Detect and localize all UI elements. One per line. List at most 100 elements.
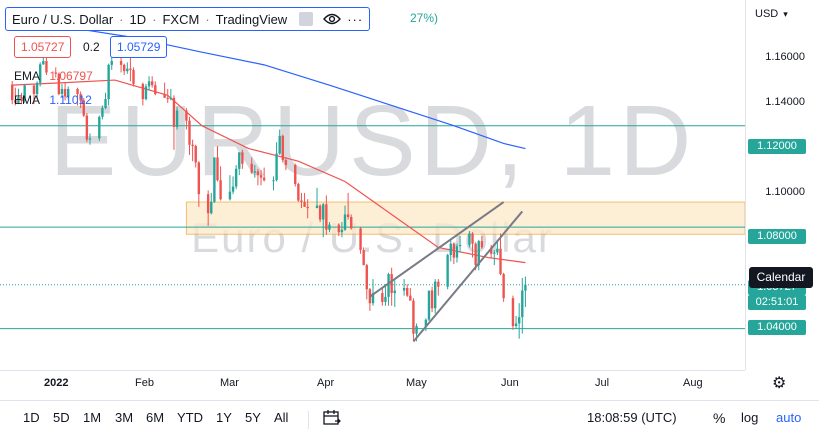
candle-body: [499, 248, 502, 275]
candle-body: [412, 300, 415, 334]
price-axis[interactable]: 1.16000 1.14000 1.10000 1.12000 1.08000 …: [745, 0, 819, 370]
range-button-5y[interactable]: 5Y: [245, 410, 261, 425]
time-axis[interactable]: 2022 Feb Mar Apr May Jun Jul Aug: [0, 370, 745, 397]
eye-icon[interactable]: [323, 13, 342, 25]
time-label: Mar: [220, 377, 239, 389]
candle-body: [452, 243, 456, 258]
range-button-all[interactable]: All: [274, 410, 289, 425]
candle-body: [35, 82, 39, 95]
candle-body: [318, 205, 322, 220]
candle-body: [241, 152, 244, 164]
range-button-ytd[interactable]: YTD: [177, 410, 203, 425]
candle-body: [63, 88, 67, 97]
ema-fast-line: [12, 79, 526, 264]
candle-body: [210, 201, 213, 214]
candle-body: [17, 97, 20, 103]
percent-scale-toggle[interactable]: %: [713, 410, 726, 426]
candle-body: [281, 135, 285, 160]
candle-body: [511, 298, 515, 327]
price-tick: 1.10000: [765, 186, 805, 198]
candle-body: [337, 224, 340, 233]
candle-body: [206, 194, 210, 214]
legend-status-square: [299, 12, 314, 26]
ask-price-box: 1.05729: [110, 36, 168, 58]
candle-body: [384, 296, 387, 302]
candle-body: [132, 69, 135, 84]
candle-body: [455, 246, 459, 258]
auto-scale-toggle[interactable]: auto: [776, 410, 802, 425]
separator-dot: ·: [152, 11, 157, 27]
candle-body: [415, 326, 418, 334]
candle-body: [278, 135, 281, 154]
candle-body: [169, 97, 173, 100]
candle-body: [272, 180, 275, 182]
candlestick-chart[interactable]: [0, 0, 745, 370]
candle-body: [191, 144, 194, 146]
range-button-3m[interactable]: 3M: [115, 410, 134, 425]
wedge-trendline: [412, 210, 524, 343]
exchange-label: FXCM: [162, 11, 200, 27]
range-button-5d[interactable]: 5D: [53, 410, 70, 425]
gear-icon[interactable]: ⚙: [772, 375, 787, 392]
candle-body: [434, 281, 437, 309]
candle-body: [185, 110, 188, 121]
candle-body: [427, 290, 431, 320]
currency-label: USD: [755, 8, 779, 20]
candle-body: [141, 83, 145, 100]
candle-body: [322, 204, 325, 220]
more-options-icon[interactable]: ···: [347, 11, 364, 27]
candle-body: [430, 290, 434, 309]
separator-dot: ·: [119, 11, 124, 27]
range-button-6m[interactable]: 6M: [146, 410, 165, 425]
candle-body: [147, 81, 151, 87]
candle-body: [262, 177, 266, 181]
candle-body: [60, 88, 64, 95]
candle-body: [315, 205, 319, 209]
candle-body: [11, 84, 14, 101]
candle-body: [188, 120, 191, 145]
price-tick: 1.16000: [765, 51, 805, 63]
candle-body: [468, 233, 471, 245]
date-range-icon[interactable]: [322, 409, 342, 432]
range-button-1d[interactable]: 1D: [23, 410, 40, 425]
candle-body: [449, 243, 452, 256]
candle-body: [82, 100, 85, 116]
candle-body: [39, 64, 42, 83]
candle-body: [219, 180, 222, 200]
candle-body: [474, 243, 477, 266]
range-button-1y[interactable]: 1Y: [216, 410, 232, 425]
candle-body: [502, 274, 505, 299]
symbol-legend[interactable]: Euro / U.S. Dollar · 1D · FXCM · Trading…: [5, 7, 371, 31]
indicator-value: 1.11012: [49, 93, 92, 107]
candle-body: [328, 224, 331, 230]
candle-body: [144, 86, 148, 100]
symbol-title: Euro / U.S. Dollar: [12, 11, 114, 27]
candle-body: [110, 61, 113, 65]
candle-body: [480, 241, 484, 248]
candle-body: [20, 97, 23, 102]
range-button-1m[interactable]: 1M: [83, 410, 102, 425]
candle-body: [14, 100, 17, 103]
time-label: Jun: [501, 377, 519, 389]
candle-body: [57, 73, 61, 95]
candle-body: [325, 204, 328, 230]
candle-body: [119, 61, 123, 65]
candle-body: [67, 88, 70, 97]
log-scale-toggle[interactable]: log: [741, 410, 759, 425]
separator-dot: ·: [205, 11, 210, 27]
candle-body: [54, 72, 57, 74]
candle-body: [213, 157, 216, 202]
ema-slow-legend[interactable]: EMA 1.11012: [14, 93, 92, 107]
candle-body: [371, 293, 375, 304]
candle-body: [365, 265, 368, 290]
candle-body: [216, 157, 219, 181]
bid-price-box: 1.05727: [14, 36, 72, 58]
utc-clock[interactable]: 18:08:59 (UTC): [587, 410, 677, 425]
level-price-tag: 1.12000: [748, 139, 806, 154]
currency-selector[interactable]: USD ▾: [755, 8, 788, 20]
candle-body: [393, 290, 396, 294]
level-price-tag: 1.04000: [748, 320, 806, 335]
candle-body: [284, 159, 288, 166]
ema-fast-legend[interactable]: EMA 1.06797: [14, 69, 93, 83]
candle-body: [42, 61, 45, 65]
